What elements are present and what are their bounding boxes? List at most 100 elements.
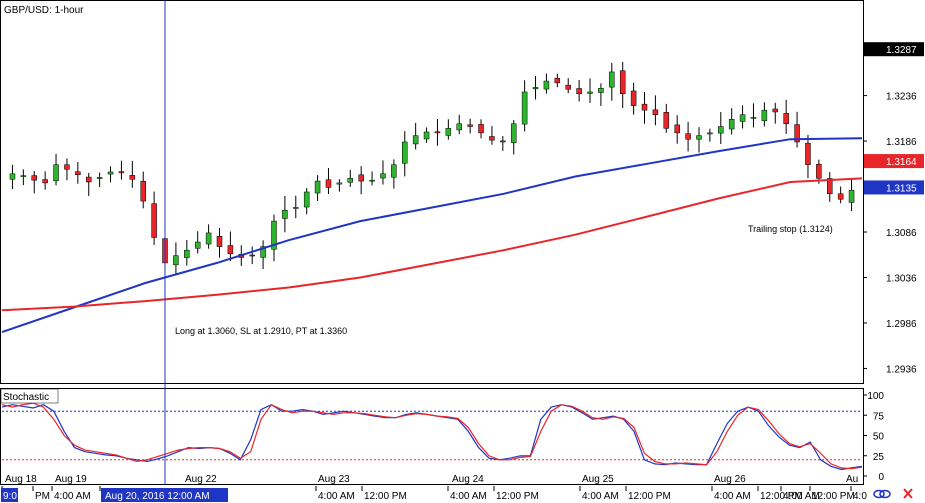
candle-up xyxy=(739,114,746,122)
price-badge-cursor xyxy=(864,42,924,57)
candle-down xyxy=(783,113,789,125)
candle-down xyxy=(837,193,844,200)
stochastic-plot xyxy=(1,402,863,471)
candle-down xyxy=(554,78,561,84)
time-label: 12:00 PM xyxy=(812,491,855,502)
candle-up xyxy=(412,135,419,145)
candle-down xyxy=(358,174,364,182)
candle-up xyxy=(96,177,103,179)
close-icon[interactable] xyxy=(903,488,913,499)
time-label: 4:00 AM xyxy=(54,491,91,502)
candle-up xyxy=(543,80,550,90)
candle-up xyxy=(521,91,528,125)
candle-down xyxy=(151,203,157,238)
candle-down xyxy=(500,140,506,143)
candle-down xyxy=(85,176,92,183)
annotation-trailing-stop: Trailing stop (1.3124) xyxy=(748,224,833,234)
date-label: Aug 23 xyxy=(318,474,350,485)
candle-up xyxy=(380,173,386,179)
candle-up xyxy=(848,189,855,203)
time-label: 4:00 AM xyxy=(783,491,820,502)
candle-up xyxy=(391,164,397,178)
candle-down xyxy=(75,171,81,175)
candle-down xyxy=(685,133,691,140)
time-label: 12:00 PM xyxy=(628,491,671,502)
time-label: 4:00 AM xyxy=(450,491,487,502)
main-plot xyxy=(1,62,863,334)
candle-up xyxy=(369,179,375,182)
crosshair-time-badge xyxy=(101,488,228,502)
candle-down xyxy=(641,103,648,111)
candle-down xyxy=(478,124,484,134)
candle-up xyxy=(282,209,288,219)
candle-up xyxy=(9,173,16,180)
candle-down xyxy=(489,136,495,141)
candle-up xyxy=(260,246,266,258)
price-badge-label: 1.3287 xyxy=(886,45,917,56)
candle-up xyxy=(750,117,757,119)
time-label: 4:00 AM xyxy=(582,491,619,502)
candle-down xyxy=(64,164,70,170)
time-label: 4:0 xyxy=(853,491,867,502)
date-label: Aug 25 xyxy=(582,474,614,485)
date-label: Aug 26 xyxy=(714,474,746,485)
time-label: 12:00 PM xyxy=(364,491,407,502)
main-panel-frame xyxy=(0,0,864,384)
crosshair-time-label: Aug 20, 2016 12:00 AM xyxy=(105,491,210,502)
candle-down xyxy=(827,178,833,195)
candle-down xyxy=(129,175,136,180)
candle-up xyxy=(718,126,724,134)
candle-up xyxy=(271,220,277,250)
time-label: 4:00 AM xyxy=(714,491,751,502)
date-label: Aug 22 xyxy=(185,474,217,485)
candle-down xyxy=(619,70,626,95)
candle-down xyxy=(434,131,441,134)
candle-up xyxy=(20,175,27,177)
y-tick-label: 1.2986 xyxy=(886,319,917,330)
candle-down xyxy=(249,254,255,257)
candle-up xyxy=(609,71,615,88)
candle-down xyxy=(467,124,473,127)
date-label: Aug 24 xyxy=(452,474,484,485)
candle-down xyxy=(794,124,800,143)
red_ma-line xyxy=(1,177,863,312)
candle-up xyxy=(456,123,462,131)
price-badge-label: 1.3135 xyxy=(886,183,917,194)
candle-up xyxy=(173,255,179,266)
candle-up xyxy=(707,132,713,135)
candle-up xyxy=(423,131,430,140)
candle-up xyxy=(205,232,212,245)
blue_ma-line xyxy=(1,137,863,334)
candle-down xyxy=(816,163,822,179)
candle-up xyxy=(314,180,321,194)
stochastic-panel-frame xyxy=(0,388,864,485)
time-label: 12:00 PM xyxy=(760,491,803,502)
candle-down xyxy=(216,235,223,247)
price-badge-ma_red xyxy=(864,154,924,169)
y-tick-label: 1.2936 xyxy=(886,364,917,375)
time-badge-start xyxy=(1,488,18,502)
price-badge-label: 1.3164 xyxy=(886,157,917,168)
stoch-tick-label: 0 xyxy=(878,472,884,483)
candle-up xyxy=(445,128,452,136)
candle-up xyxy=(696,135,702,140)
stochastic-title-bg xyxy=(0,388,59,404)
stoch-tick-label: 50 xyxy=(873,432,885,443)
date-label: Aug 19 xyxy=(55,474,87,485)
main-title-bg xyxy=(1,1,97,17)
link-icon[interactable] xyxy=(873,489,891,499)
candle-up xyxy=(532,87,539,90)
candle-down xyxy=(663,112,670,129)
candle-down xyxy=(805,142,811,165)
time-label: 4:00 AM xyxy=(318,491,355,502)
y-tick-label: 1.3186 xyxy=(886,137,917,148)
price-badge-ma_blue xyxy=(864,180,924,195)
stoch-tick-label: 100 xyxy=(867,391,884,402)
candle-down xyxy=(31,175,37,181)
y-tick-label: 1.3036 xyxy=(886,273,917,284)
candle-down xyxy=(772,108,779,113)
main-title: GBP/USD: 1-hour xyxy=(4,5,84,16)
annotation-long-entry: Long at 1.3060, SL at 1.2910, PT at 1.33… xyxy=(175,326,347,336)
candle-up xyxy=(336,182,343,185)
